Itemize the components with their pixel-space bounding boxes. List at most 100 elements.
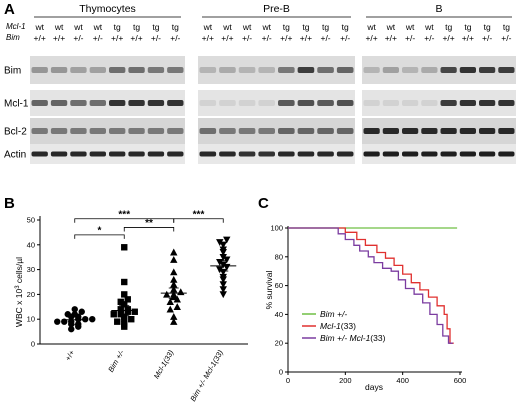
y-tick-label: 10 <box>27 315 35 324</box>
data-point <box>117 298 124 306</box>
blot-label: Bcl-2 <box>4 127 27 138</box>
data-point <box>219 286 227 294</box>
data-point <box>219 268 227 276</box>
blot-band <box>70 67 87 73</box>
blot-band <box>498 128 515 134</box>
data-point <box>170 248 178 256</box>
blot-band <box>440 128 457 134</box>
data-point <box>170 280 178 288</box>
data-point <box>177 288 185 296</box>
row-header-bim: Bim <box>6 33 20 42</box>
blot-band <box>147 151 165 157</box>
legend-entry: Bim +/- Mcl-1(33) <box>320 333 386 343</box>
data-point <box>64 311 71 318</box>
y-tick-label: 60 <box>275 281 283 290</box>
group-title: B <box>435 3 442 15</box>
blot-band <box>147 67 165 73</box>
legend-entry: Mcl-1(33) <box>320 321 356 331</box>
panel-b-letter: B <box>4 195 15 212</box>
blot-band <box>50 100 68 106</box>
data-point <box>170 285 178 293</box>
lane-mcl1-genotype: wt <box>54 22 64 32</box>
blot-band <box>147 128 165 134</box>
panel-b-y-axis-label: WBC x 103 cells/µl <box>14 257 24 327</box>
lane-bim-genotype: +/+ <box>385 33 397 43</box>
blot-band <box>317 128 334 134</box>
blot-band <box>238 128 256 134</box>
blot-band <box>297 128 315 134</box>
blot-band <box>363 100 380 106</box>
blot-band <box>421 67 438 73</box>
blot-band <box>363 67 380 73</box>
blot-band <box>297 151 315 157</box>
blot-band <box>199 128 217 134</box>
data-point <box>223 236 231 244</box>
blot-band <box>128 67 145 73</box>
data-point <box>163 290 171 298</box>
lane-bim-genotype: +/- <box>320 33 330 43</box>
lane-mcl1-genotype: tg <box>464 22 471 32</box>
data-point <box>121 291 128 298</box>
blot-band <box>89 67 106 73</box>
blot-band <box>402 67 419 73</box>
row-header-mcl1: Mcl-1 <box>6 22 26 31</box>
blot-band <box>459 67 476 73</box>
blot-band <box>317 67 334 73</box>
blot-band <box>479 100 496 106</box>
blot-band <box>498 67 515 73</box>
group-title: Thymocytes <box>79 3 136 15</box>
blot-band <box>199 151 217 157</box>
lane-bim-genotype: +/- <box>73 33 83 43</box>
lane-bim-genotype: +/- <box>151 33 161 43</box>
data-point <box>170 313 178 320</box>
blot-band <box>167 151 184 157</box>
significance-bracket <box>173 218 224 223</box>
blot-band <box>128 128 145 134</box>
lane-mcl1-genotype: wt <box>242 22 252 32</box>
western-blot-area: Thymocyteswt+/+wt+/+wt+/-wt+/-tg+/+tg+/+… <box>4 3 516 164</box>
blot-band <box>297 100 315 106</box>
lane-bim-genotype: +/- <box>93 33 103 43</box>
lane-mcl1-genotype: tg <box>484 22 491 32</box>
data-point <box>131 308 138 315</box>
blot-label: Actin <box>4 150 26 161</box>
lane-bim-genotype: +/+ <box>221 33 233 43</box>
y-tick-label: 80 <box>275 252 283 261</box>
y-tick-label: 20 <box>275 339 283 348</box>
blot-band <box>238 100 256 106</box>
blot-label: Mcl-1 <box>4 99 29 110</box>
lane-mcl1-genotype: wt <box>386 22 396 32</box>
blot-band <box>498 100 515 106</box>
lane-bim-genotype: +/- <box>405 33 415 43</box>
lane-bim-genotype: +/- <box>482 33 492 43</box>
blot-band <box>89 100 106 106</box>
blot-band <box>167 100 184 106</box>
blot-band <box>238 151 256 157</box>
blot-band <box>440 151 457 157</box>
data-point <box>173 303 181 310</box>
panel-c-y-axis-label: % survival <box>264 271 274 310</box>
lane-mcl1-genotype: wt <box>203 22 213 32</box>
blot-band <box>50 67 68 73</box>
blot-band <box>317 100 334 106</box>
blot-band <box>89 151 106 157</box>
data-point <box>216 239 224 247</box>
blot-band <box>336 128 354 134</box>
data-point <box>219 254 227 261</box>
data-point <box>216 266 224 274</box>
blot-band <box>31 67 48 73</box>
blot-band <box>459 100 476 106</box>
data-point <box>173 295 181 303</box>
blot-band <box>363 128 380 134</box>
blot-band <box>31 100 48 106</box>
data-point <box>71 306 78 313</box>
data-point <box>219 281 227 289</box>
survival-curve <box>288 227 453 344</box>
lane-mcl1-genotype: tg <box>283 22 290 32</box>
blot-band <box>382 67 399 73</box>
blot-band <box>479 67 496 73</box>
wbc-scatter-chart: 0 10 20 30 40 50 +/+ Bim +/- Mcl-1(33) Bim +/- Mc… <box>27 209 248 403</box>
blot-band <box>167 67 184 73</box>
lane-bim-genotype: +/- <box>424 33 434 43</box>
lane-bim-genotype: +/+ <box>130 33 142 43</box>
